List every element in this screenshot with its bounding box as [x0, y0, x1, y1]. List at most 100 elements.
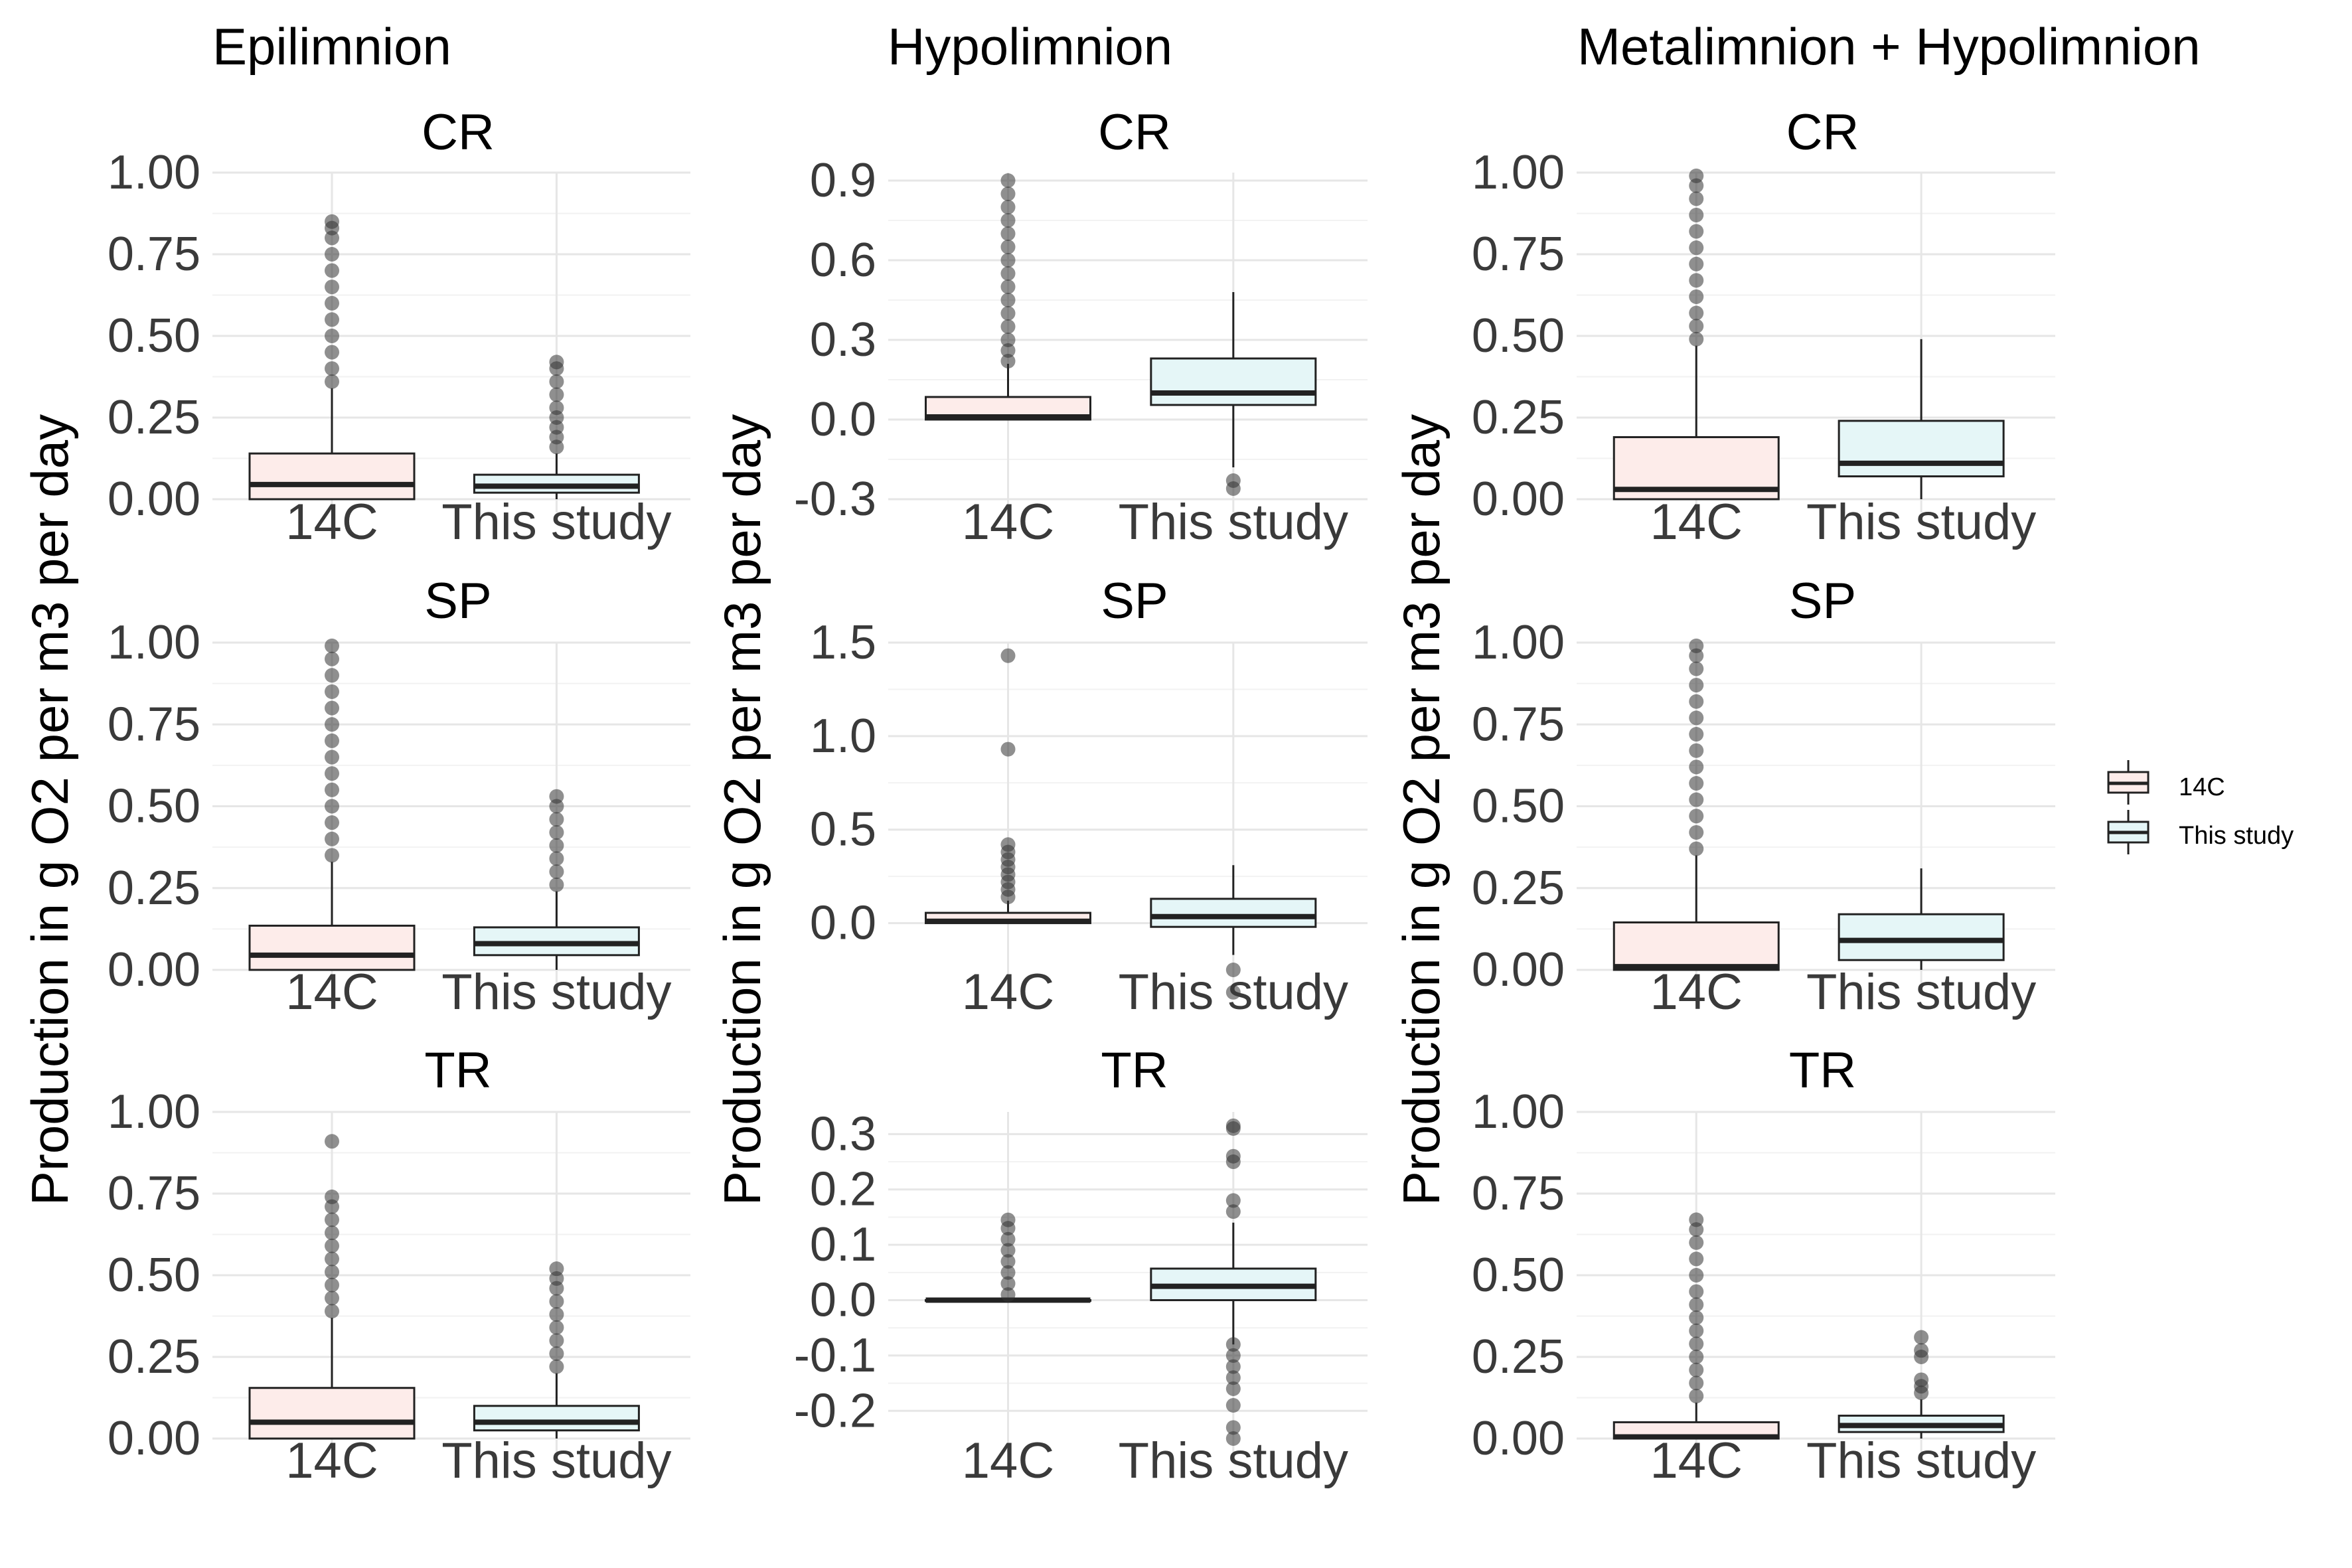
outlier-point: [1689, 809, 1704, 824]
outlier-point: [1225, 1337, 1241, 1352]
outlier-point: [1000, 173, 1016, 188]
outlier-point: [325, 1238, 339, 1253]
y-tick-label: 1.00: [108, 1085, 200, 1138]
outlier-point: [325, 638, 339, 653]
legend-label-14c: 14C: [2179, 773, 2225, 801]
facet-title: TR: [1101, 1042, 1168, 1099]
y-tick-label: 1.00: [1472, 616, 1565, 669]
outlier-point: [1689, 1212, 1704, 1227]
outlier-point: [1689, 694, 1704, 709]
y-tick-label: 0.50: [1472, 780, 1565, 833]
outlier-point: [1225, 1397, 1241, 1413]
outlier-point: [325, 651, 339, 666]
x-category-label: This study: [441, 494, 671, 550]
outlier-point: [549, 1261, 564, 1277]
x-category-label: 14C: [962, 1433, 1054, 1489]
outlier-point: [325, 1212, 339, 1227]
outlier-point: [325, 684, 339, 699]
outlier-point: [1689, 331, 1704, 347]
y-tick-label: 0.25: [1472, 862, 1565, 915]
box-this-study: [473, 789, 640, 970]
y-tick-label: 0.25: [108, 862, 200, 915]
outlier-point: [325, 700, 339, 716]
panel-metalimnion-hypolimnion-tr: 0.00 0.25 0.50 0.75 1.00 TR 14C This study: [1472, 1042, 2055, 1489]
y-tick-label: 0.75: [108, 228, 200, 281]
outlier-point: [325, 717, 339, 732]
outlier-point: [1000, 266, 1016, 281]
y-tick-label: 0.75: [108, 1167, 200, 1220]
outlier-point: [1000, 279, 1016, 294]
y-tick-label: 1.00: [1472, 1085, 1565, 1138]
y-tick-label: 0.25: [108, 1330, 200, 1383]
y-tick-label: 0.2: [810, 1163, 876, 1216]
y-tick-label: 0.00: [108, 943, 200, 996]
column-title-epilimnion: Epilimnion: [212, 17, 451, 76]
outlier-point: [1689, 1375, 1704, 1391]
outlier-point: [325, 312, 339, 327]
panel-epilimnion-sp: 0.00 0.25 0.50 0.75 1.00 SP 14C This study: [108, 573, 690, 1020]
outlier-point: [1000, 1265, 1016, 1280]
facet-title: TR: [1789, 1042, 1856, 1099]
x-category-label: 14C: [1650, 494, 1743, 550]
outlier-point: [325, 848, 339, 863]
y-tick-label: 0.00: [108, 473, 200, 526]
box-14c: [1612, 168, 1780, 501]
y-tick-label: 0.50: [108, 780, 200, 833]
outlier-point: [1689, 240, 1704, 256]
outlier-point: [549, 877, 564, 892]
outlier-point: [325, 214, 339, 229]
box-14c: [1612, 638, 1780, 971]
x-category-label: 14C: [285, 494, 378, 550]
outlier-point: [1689, 824, 1704, 840]
outlier-point: [1000, 648, 1016, 663]
y-tick-label: 0.50: [1472, 1249, 1565, 1302]
box-this-study: [473, 354, 640, 499]
outlier-point: [1914, 1330, 1929, 1345]
outlier-point: [1225, 1118, 1241, 1133]
facet-title: CR: [1098, 104, 1171, 161]
outlier-point: [1225, 1348, 1241, 1363]
outlier-point: [325, 1304, 339, 1319]
outlier-point: [1225, 1148, 1241, 1164]
outlier-point: [1689, 256, 1704, 272]
outlier-point: [1000, 333, 1016, 347]
outlier-point: [1689, 1284, 1704, 1299]
outlier-point: [1689, 743, 1704, 758]
outlier-point: [1689, 319, 1704, 334]
x-category-label: 14C: [962, 494, 1054, 550]
legend-key-14c: [2107, 760, 2150, 805]
outlier-point: [1225, 984, 1241, 1000]
outlier-point: [1689, 191, 1704, 206]
outlier-point: [325, 1265, 339, 1280]
outlier-point: [1000, 187, 1016, 201]
y-tick-label: 0.00: [108, 1412, 200, 1465]
outlier-point: [1689, 1323, 1704, 1338]
box-this-study: [1838, 339, 2005, 499]
facet-title: SP: [1101, 573, 1168, 629]
x-category-label: 14C: [285, 1433, 378, 1489]
y-tick-label: -0.1: [794, 1329, 876, 1382]
y-tick-label: 1.00: [1472, 146, 1565, 199]
box-this-study: [1150, 292, 1317, 496]
outlier-point: [325, 733, 339, 748]
outlier-point: [1000, 213, 1016, 228]
outlier-point: [1000, 1212, 1016, 1227]
outlier-point: [1689, 775, 1704, 791]
box-14c: [1612, 1212, 1780, 1440]
box-14c: [248, 638, 416, 971]
facet-title: SP: [424, 573, 491, 629]
outlier-point: [549, 838, 564, 853]
outlier-point: [1689, 305, 1704, 321]
outlier-point: [1000, 742, 1016, 757]
outlier-point: [1000, 253, 1016, 268]
box-body: [248, 452, 416, 501]
y-axis-label-col-2: Production in g O2 per m3 per day: [713, 414, 771, 1206]
outlier-point: [1689, 759, 1704, 775]
box-body: [248, 924, 416, 971]
y-tick-label: 0.75: [1472, 228, 1565, 281]
outlier-point: [1689, 678, 1704, 693]
outlier-point: [549, 789, 564, 804]
outlier-point: [325, 1291, 339, 1306]
y-tick-label: 0.50: [108, 1249, 200, 1302]
column-title-hypolimnion: Hypolimnion: [888, 17, 1172, 76]
